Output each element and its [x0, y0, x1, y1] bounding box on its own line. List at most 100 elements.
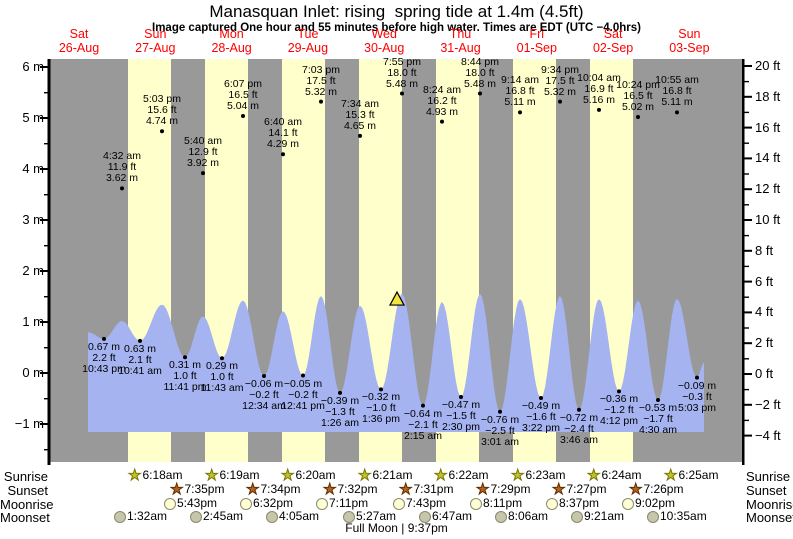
day-name: Sun — [144, 27, 167, 41]
moonset-icon — [495, 510, 507, 523]
sunset-time: 7:35pm — [184, 482, 225, 496]
day-label: Wed 30-Aug — [344, 27, 424, 55]
day-date: 03-Sep — [669, 41, 710, 55]
y-tick-ft — [744, 311, 752, 314]
high-tide-label-line: 16.5 ft — [228, 88, 258, 101]
high-tide-label-line: 9:34 pm — [541, 63, 579, 76]
sunrise-entry: ★6:21am — [357, 468, 413, 484]
low-tide-label-line: 3:22 pm — [522, 421, 560, 434]
low-tide-label-line: 1:26 am — [321, 416, 359, 429]
tide-point-dot — [319, 99, 323, 104]
y-minor-tick-m — [44, 143, 48, 145]
day-label: Thu 31-Aug — [421, 27, 501, 55]
low-tide-label-line: −2.1 ft — [408, 418, 438, 431]
high-tide-label-line: 10:04 am — [577, 71, 621, 84]
y-tick-ft — [744, 126, 752, 129]
low-tide-label: −0.53 m −1.7 ft 4:30 am — [639, 403, 677, 436]
y-minor-tick-m — [44, 449, 48, 451]
y-axis-label-ft: −4 ft — [755, 427, 781, 443]
moonset-icon — [571, 510, 583, 523]
y-tick-m — [40, 372, 48, 374]
low-tide-label-line: −0.3 ft — [682, 390, 712, 403]
day-name: Sat — [69, 27, 89, 41]
moonset-icon — [266, 510, 278, 523]
y-axis-label-ft: 6 ft — [755, 273, 774, 289]
y-minor-tick-m — [44, 296, 48, 298]
sunset-entry: ★7:32pm — [322, 482, 377, 498]
low-tide-label: −0.05 m −0.2 ft 12:41 pm — [281, 378, 325, 412]
moonrise-icon — [393, 497, 405, 510]
moonset-entry: 10:35am — [647, 510, 707, 524]
low-tide-label-line: 10:41 am — [118, 364, 162, 377]
y-minor-tick-m — [44, 347, 48, 349]
high-tide-label-line: 10:55 am — [655, 74, 699, 87]
tide-point-dot — [160, 129, 164, 134]
moonset-time: 6:47am — [432, 509, 473, 523]
low-tide-label-line: −1.5 ft — [446, 409, 476, 422]
low-tide-label: −0.47 m −1.5 ft 2:30 pm — [442, 399, 480, 433]
y-axis-label-ft: 0 ft — [755, 366, 774, 381]
moonrise-icon — [316, 497, 328, 510]
moonset-entry: 2:45am — [190, 510, 243, 524]
low-tide-label: −0.09 m −0.3 ft 5:03 pm — [678, 380, 716, 414]
tide-point-dot — [301, 373, 305, 378]
low-tide-label-line: 10:43 pm — [82, 362, 126, 375]
high-tide-label: 7:03 pm 17.5 ft 5.32 m — [302, 64, 340, 98]
row-label-moonrise: Moonrise — [0, 497, 54, 512]
y-axis-label-m: 3 m — [22, 212, 44, 227]
sunset-entry: ★7:35pm — [169, 482, 225, 498]
y-minor-tick-ft — [744, 265, 749, 268]
sunrise-entry: ★6:20am — [280, 468, 335, 484]
high-tide-label-line: 5:40 am — [184, 135, 222, 148]
high-tide-label-line: 8:44 pm — [461, 55, 499, 68]
y-minor-tick-ft — [744, 204, 749, 206]
high-tide-label-line: 5.48 m — [385, 77, 419, 90]
moonrise-time: 8:11pm — [483, 496, 523, 510]
high-tide-label-line: 5.04 m — [226, 99, 260, 112]
y-tick-ft — [744, 403, 752, 406]
y-tick-m — [40, 423, 48, 425]
low-tide-label: 0.63 m 2.1 ft 10:41 am — [118, 343, 162, 377]
y-axis-label-ft: 12 ft — [755, 181, 781, 197]
low-tide-label-line: 0.29 m — [205, 360, 239, 373]
y-tick-m — [40, 168, 48, 170]
high-tide-label-line: 16.8 ft — [505, 85, 535, 98]
sunset-icon: ★ — [398, 481, 413, 499]
tide-point-dot — [138, 338, 142, 343]
low-tide-label-line: 3:01 am — [481, 435, 519, 448]
y-tick-ft — [744, 280, 752, 283]
high-tide-label-line: 9:14 am — [501, 74, 539, 87]
sunrise-icon: ★ — [204, 467, 219, 485]
high-tide-label-line: 5.16 m — [582, 93, 616, 106]
high-tide-label-line: 18.0 ft — [387, 66, 417, 79]
tide-point-dot — [421, 403, 425, 408]
high-tide-label: 6:40 am 14.1 ft 4.29 m — [264, 117, 302, 150]
y-tick-ft — [744, 373, 752, 375]
day-label: Fri 01-Sep — [497, 27, 577, 55]
day-label: Mon 28-Aug — [192, 27, 272, 55]
low-tide-label-line: 4:12 pm — [600, 415, 638, 428]
sunset-time: 7:27pm — [566, 482, 607, 496]
low-tide-label: −0.76 m −2.5 ft 3:01 am — [481, 414, 519, 448]
low-tide-label-line: 11:41 pm — [163, 381, 207, 394]
sunset-icon: ★ — [551, 481, 566, 499]
day-date: 31-Aug — [440, 41, 481, 55]
moonrise-time: 7:43pm — [406, 496, 447, 510]
y-tick-ft — [744, 65, 752, 67]
y-minor-tick-m — [44, 245, 48, 247]
sunset-time: 7:31pm — [413, 482, 454, 496]
low-tide-label-line: −1.0 ft — [366, 402, 396, 415]
sunset-icon: ★ — [245, 481, 260, 499]
sunrise-time: 6:21am — [372, 468, 413, 482]
tide-point-dot — [379, 387, 383, 392]
sunset-time: 7:29pm — [490, 482, 531, 496]
day-name: Tue — [297, 27, 319, 41]
chart-subtitle: Image captured One hour and 55 minutes b… — [152, 22, 641, 34]
y-axis-label-ft: 14 ft — [755, 150, 781, 166]
low-tide-label-line: −0.2 ft — [249, 389, 279, 402]
low-tide-label-line: −1.6 ft — [526, 410, 556, 423]
tide-point-dot — [518, 110, 522, 115]
moonset-icon — [647, 510, 659, 523]
low-tide-label-line: −1.7 ft — [643, 413, 673, 426]
